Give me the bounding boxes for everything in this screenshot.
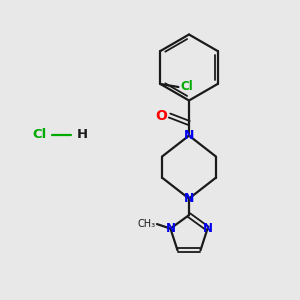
Text: N: N [166, 222, 176, 235]
Text: Cl: Cl [32, 128, 46, 142]
Text: Cl: Cl [180, 80, 193, 94]
Text: N: N [202, 222, 212, 235]
Text: N: N [184, 192, 194, 205]
Text: H: H [76, 128, 88, 142]
Text: O: O [155, 109, 167, 122]
Text: N: N [184, 129, 194, 142]
Text: CH₃: CH₃ [137, 219, 155, 229]
